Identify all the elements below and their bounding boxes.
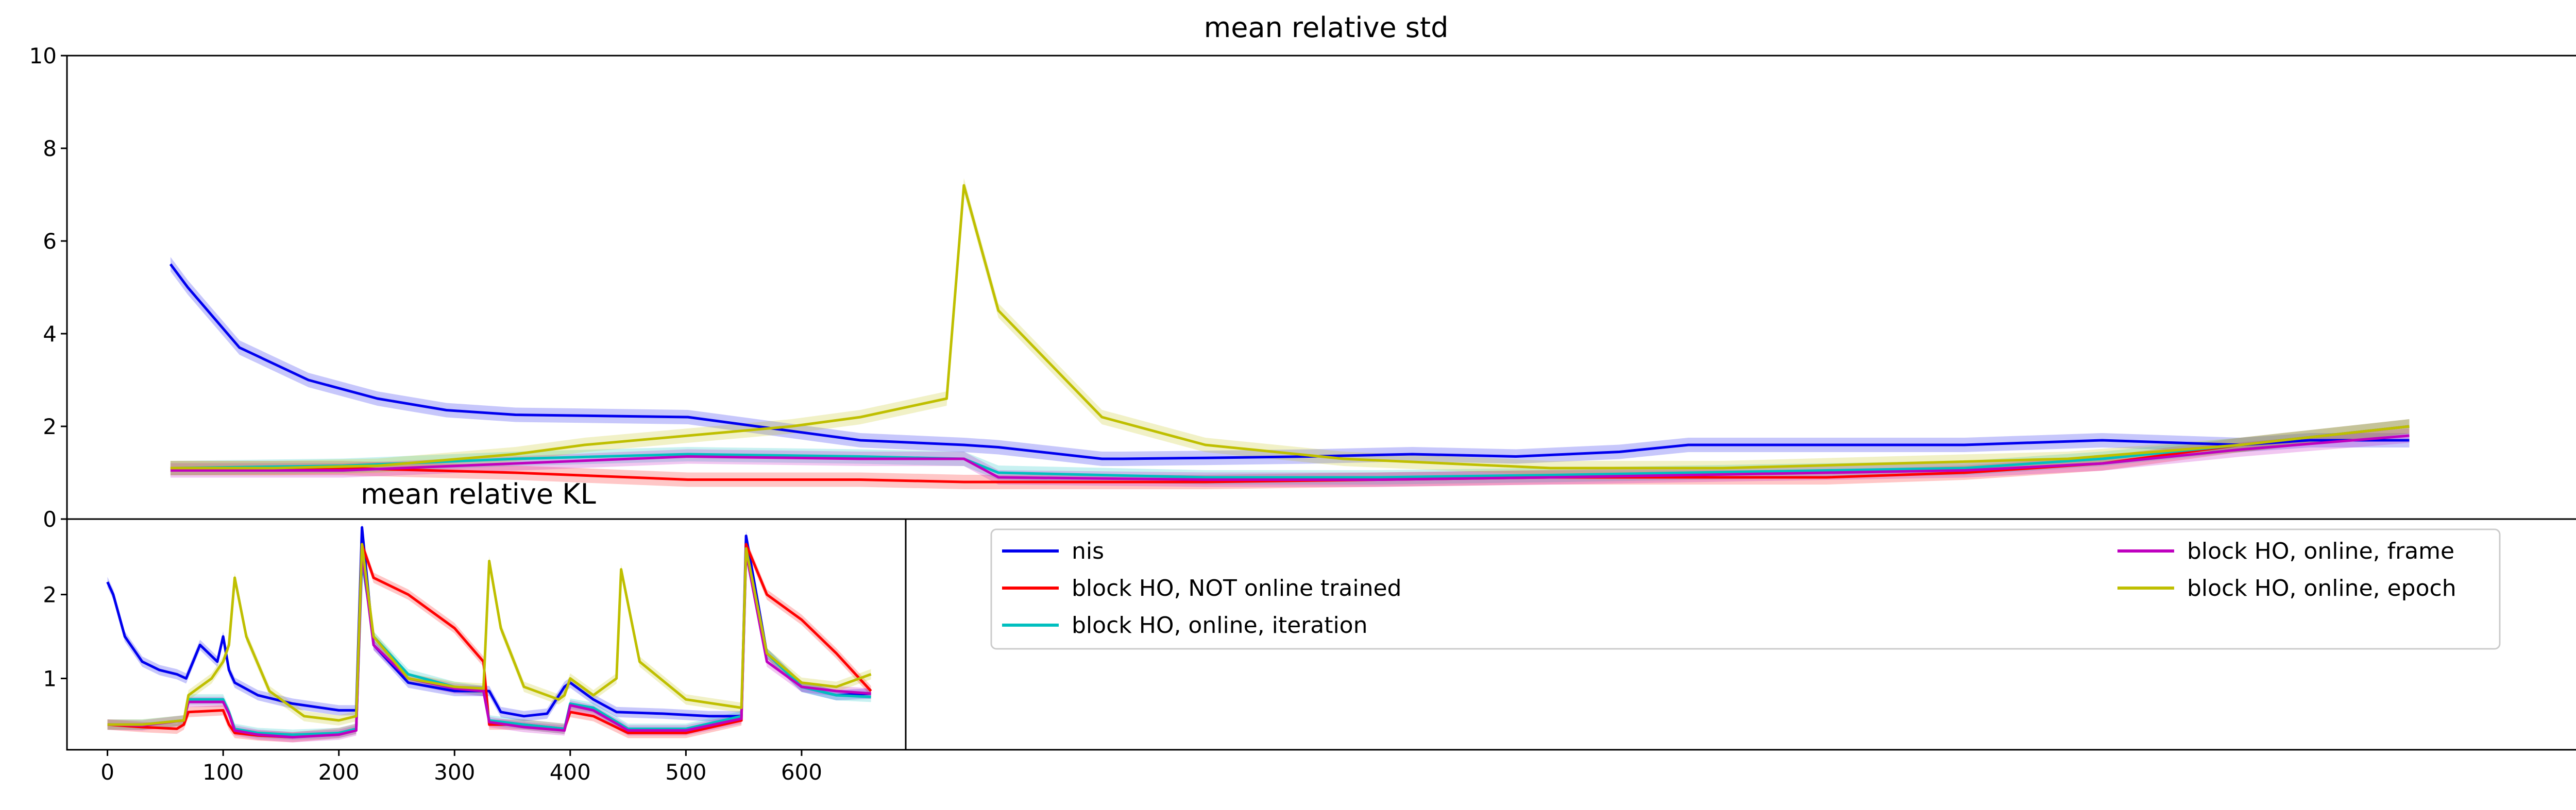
bottom-x-tick-label-0: 0 [100,760,114,785]
top-y-axis: 0 2 4 6 8 10 [29,43,67,532]
top-series-line-0 [169,263,2410,460]
top-band-0 [170,257,2410,466]
legend-label-3: block HO, online, frame [2187,538,2454,564]
bottom-x-tick-label-5: 500 [665,760,706,785]
top-y-tick-label-4: 8 [43,136,57,161]
legend: nis block HO, NOT online trained block HO,… [1002,538,2456,639]
legend-label-2: block HO, online, iteration [1072,612,1368,639]
bottom-plot: mean relative KL 12 0 100 200 300 400 500 600 [43,478,907,785]
chart-title-bottom: mean relative KL [361,478,596,510]
top-y-tick-label-0: 0 [43,507,57,532]
bottom-x-tick-label-3: 300 [434,760,475,785]
bottom-series-line-4 [107,543,872,726]
legend-panel-frame [905,518,2576,751]
chart-title-top: mean relative std [1204,11,1449,44]
bottom-x-tick-label-6: 600 [781,760,822,785]
top-series-line-3 [170,434,2410,481]
top-y-tick-label-5: 10 [29,43,57,68]
bottom-y-axis: 12 [43,582,67,692]
bottom-x-tick-label-2: 200 [318,760,360,785]
bottom-x-axis: 0 100 200 300 400 500 600 [100,750,822,785]
bottom-series [106,526,872,739]
legend-label-4: block HO, online, epoch [2187,575,2456,601]
top-series [169,184,2410,484]
top-y-tick-label-1: 2 [43,414,57,439]
bottom-series-line-0 [106,526,871,718]
legend-panel: nis block HO, NOT online trained block HO,… [905,518,2576,751]
top-y-tick-label-3: 6 [43,229,57,254]
bottom-y-tick-label-0: 1 [43,666,57,692]
top-band-4 [170,178,2410,475]
bottom-x-tick-label-1: 100 [202,760,244,785]
top-series-line-4 [170,184,2410,470]
top-band-2 [170,419,2410,485]
legend-label-0: nis [1072,538,1104,564]
top-bands [170,178,2410,489]
top-series-line-2 [170,425,2410,479]
bottom-y-tick-label-1: 2 [43,582,57,608]
bottom-x-tick-label-4: 400 [550,760,591,785]
legend-label-1: block HO, NOT online trained [1072,575,1401,601]
top-y-tick-label-2: 4 [43,321,57,347]
top-plot: mean relative std 0 2 4 6 8 10 [29,11,2576,532]
legend-box [990,528,2501,650]
